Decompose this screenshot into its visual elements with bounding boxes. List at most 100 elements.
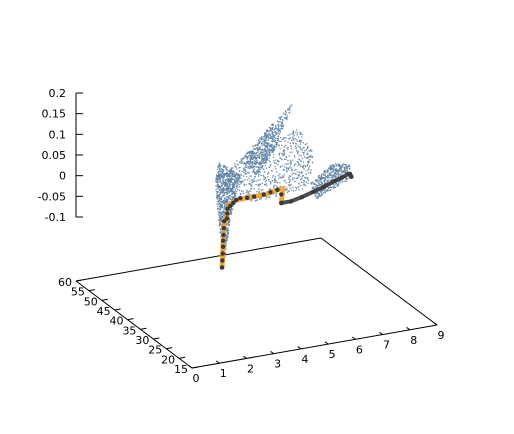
cloud-point-left-wing xyxy=(237,184,239,186)
cloud-point-fuselage xyxy=(285,156,287,158)
cloud-point-right-wing xyxy=(263,162,265,164)
cloud-point-left-wing xyxy=(237,179,239,181)
cloud-point-tail xyxy=(331,167,333,169)
cloud-point-right-wing xyxy=(274,127,277,130)
cloud-point-tail xyxy=(333,169,335,171)
cloud-point-right-wing xyxy=(260,162,263,164)
cloud-point-fuselage xyxy=(283,180,285,182)
cloud-point-tail xyxy=(336,164,338,166)
cloud-point-fuselage xyxy=(289,165,291,168)
cloud-point-left-wing xyxy=(221,185,223,187)
cloud-point-fuselage xyxy=(292,137,294,139)
cloud-point-fuselage xyxy=(250,175,252,177)
cloud-point-fuselage xyxy=(288,175,291,177)
cloud-point-left-wing xyxy=(219,169,221,171)
cloud-point-fuselage xyxy=(265,161,268,163)
cloud-point-left-wing xyxy=(231,175,233,178)
cloud-point-tail xyxy=(345,168,347,170)
cloud-point-fuselage xyxy=(300,166,302,168)
cloud-point-fuselage xyxy=(294,173,296,175)
cloud-point-left-wing xyxy=(233,191,235,193)
cloud-point-tail xyxy=(338,174,340,176)
cloud-point-fuselage xyxy=(271,170,273,172)
cloud-point-left-wing xyxy=(222,190,224,192)
cloud-point-left-wing xyxy=(235,177,237,179)
dark-path xyxy=(219,171,354,270)
cloud-point-tail xyxy=(339,164,341,167)
cloud-point-fuselage xyxy=(295,173,297,175)
cloud-point-left-wing xyxy=(231,189,233,191)
cloud-point-right-wing xyxy=(264,155,266,157)
cloud-point-right-wing xyxy=(255,148,257,150)
cloud-point-tail xyxy=(332,183,334,185)
cloud-point-left-wing xyxy=(215,188,217,191)
cloud-point-tail xyxy=(328,168,330,170)
cloud-point-fuselage xyxy=(243,168,245,170)
cloud-point-left-wing xyxy=(218,210,220,212)
cloud-point-fuselage xyxy=(240,161,242,163)
cloud-point-tail xyxy=(334,165,336,167)
cloud-point-right-wing xyxy=(253,148,256,151)
cloud-point-tail xyxy=(320,180,322,183)
cloud-point-fuselage xyxy=(283,150,285,152)
cloud-point-fuselage xyxy=(233,175,235,177)
cloud-point-left-wing xyxy=(220,196,223,198)
cloud-point-fuselage xyxy=(261,167,263,169)
cloud-point-right-wing xyxy=(255,157,258,159)
cloud-point-right-wing xyxy=(278,121,280,123)
cloud-point-fuselage xyxy=(305,149,308,151)
cloud-point-left-wing xyxy=(222,181,224,183)
cloud-point-left-wing xyxy=(216,168,219,170)
cloud-point-fuselage xyxy=(255,180,257,182)
cloud-point-left-wing xyxy=(226,185,228,188)
cloud-point-right-wing xyxy=(265,156,267,158)
cloud-point-right-wing xyxy=(259,166,261,169)
cloud-point-fuselage xyxy=(251,186,253,188)
dark-path-point xyxy=(234,197,239,203)
cloud-point-fuselage xyxy=(301,133,303,136)
cloud-point-fuselage xyxy=(228,175,230,177)
cloud-point-fuselage xyxy=(248,177,250,179)
cloud-point-left-wing xyxy=(219,187,221,189)
cloud-point-fuselage xyxy=(255,172,258,174)
cloud-point-fuselage xyxy=(298,158,300,161)
cloud-point-tail xyxy=(344,168,346,170)
cloud-point-tail xyxy=(327,179,329,181)
cloud-point-left-wing xyxy=(217,181,220,183)
cloud-point-left-wing xyxy=(225,235,227,237)
cloud-point-right-wing xyxy=(268,149,270,152)
cloud-point-fuselage xyxy=(248,183,250,185)
cloud-point-right-wing xyxy=(259,164,261,166)
cloud-point-fuselage xyxy=(224,184,227,186)
cloud-point-fuselage xyxy=(293,139,295,141)
cloud-point-right-wing xyxy=(267,142,270,144)
cloud-point-fuselage xyxy=(296,161,298,163)
cloud-point-tail xyxy=(316,186,318,188)
cloud-point-tail xyxy=(311,183,313,185)
cloud-point-fuselage xyxy=(257,179,259,181)
dark-path-point xyxy=(349,174,354,179)
cloud-point-tail xyxy=(342,172,344,174)
cloud-point-fuselage xyxy=(263,178,265,181)
cloud-point-tail xyxy=(337,175,340,177)
cloud-point-fuselage xyxy=(282,138,284,140)
cloud-point-fuselage xyxy=(289,175,292,178)
cloud-point-fuselage xyxy=(278,175,280,177)
cloud-point-right-wing xyxy=(253,172,256,174)
dark-path-point xyxy=(310,189,316,195)
cloud-point-left-wing xyxy=(235,172,237,174)
cloud-point-tail xyxy=(333,172,336,174)
cloud-point-fuselage xyxy=(250,184,252,187)
cloud-point-left-wing xyxy=(226,189,228,191)
cloud-point-fuselage xyxy=(272,154,275,156)
cloud-point-left-wing xyxy=(216,203,218,205)
cloud-point-left-wing xyxy=(218,163,220,165)
cloud-point-left-wing xyxy=(217,194,219,196)
cloud-point-left-wing xyxy=(218,199,221,201)
cloud-point-fuselage xyxy=(310,150,312,152)
dark-path-point xyxy=(288,199,294,204)
cloud-point-left-wing xyxy=(218,219,221,221)
cloud-point-left-wing xyxy=(219,208,221,211)
cloud-point-fuselage xyxy=(255,183,257,186)
cloud-point-right-wing xyxy=(282,125,284,128)
